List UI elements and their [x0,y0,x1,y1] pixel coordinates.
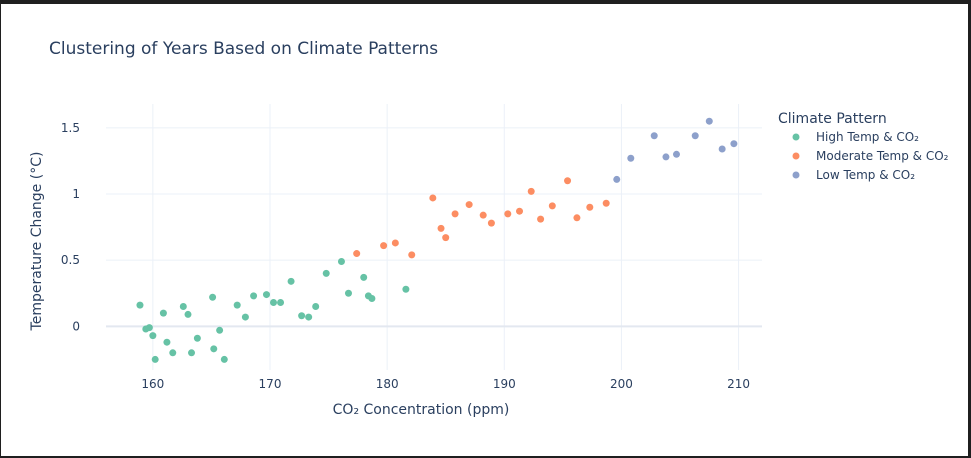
window-frame-left [0,0,1,458]
data-point-series-1[interactable] [216,326,224,334]
data-point-series-3[interactable] [662,153,670,161]
x-axis-title: CO₂ Concentration (ppm) [333,402,510,418]
data-point-series-1[interactable] [298,312,306,320]
x-tick-label: 180 [376,377,399,391]
data-point-series-1[interactable] [193,334,201,342]
grid-layer [106,104,762,370]
x-tick-label: 170 [259,377,282,391]
data-point-series-2[interactable] [548,202,556,210]
data-point-series-3[interactable] [650,132,658,140]
data-point-series-1[interactable] [305,313,313,321]
chart-title: Clustering of Years Based on Climate Pat… [49,39,438,59]
legend-marker-icon [792,171,800,179]
data-point-series-1[interactable] [344,289,352,297]
legend[interactable]: High Temp & CO₂ Moderate Temp & CO₂ Low Te… [792,130,949,182]
data-point-series-1[interactable] [159,309,167,317]
data-point-series-2[interactable] [429,194,437,202]
window-frame-right [968,0,971,458]
data-point-series-2[interactable] [353,250,361,258]
data-point-series-1[interactable] [163,338,171,346]
legend-item[interactable]: High Temp & CO₂ [792,130,920,144]
data-points [136,117,738,363]
data-point-series-1[interactable] [270,299,278,307]
x-tick-label: 190 [493,377,516,391]
data-point-series-1[interactable] [145,324,153,332]
data-point-series-2[interactable] [527,187,535,195]
data-point-series-2[interactable] [479,211,487,219]
data-point-series-1[interactable] [262,291,270,299]
data-point-series-2[interactable] [408,251,416,259]
data-point-series-2[interactable] [504,210,512,218]
data-point-series-1[interactable] [210,345,218,353]
data-point-series-1[interactable] [209,293,217,301]
data-point-series-1[interactable] [136,301,144,309]
tick-labels: 160 170 180 190 200 210 0 0.5 1 1.5 [61,121,750,391]
legend-label: Moderate Temp & CO₂ [816,149,949,163]
data-point-series-2[interactable] [573,214,581,222]
data-point-series-2[interactable] [437,224,445,232]
data-point-series-1[interactable] [312,302,320,310]
x-tick-label: 200 [610,377,633,391]
data-point-series-2[interactable] [602,199,610,207]
data-point-series-1[interactable] [277,299,285,307]
data-point-series-3[interactable] [613,175,621,183]
data-point-series-1[interactable] [368,295,376,303]
x-tick-label: 160 [141,377,164,391]
data-point-series-1[interactable] [337,257,345,265]
data-point-series-3[interactable] [705,117,713,125]
data-point-series-2[interactable] [442,234,450,242]
legend-title: Climate Pattern [778,111,887,127]
y-axis-title: Temperature Change (°C) [29,152,45,332]
data-point-series-1[interactable] [402,285,410,293]
data-point-series-2[interactable] [465,201,473,209]
data-point-series-1[interactable] [151,355,159,363]
legend-label: Low Temp & CO₂ [816,168,915,182]
legend-marker-icon [792,152,800,160]
data-point-series-2[interactable] [564,177,572,185]
data-point-series-2[interactable] [586,203,594,211]
legend-item[interactable]: Moderate Temp & CO₂ [792,149,949,163]
y-tick-label: 0 [72,319,80,333]
legend-marker-icon [792,133,800,141]
data-point-series-1[interactable] [184,310,192,318]
window-frame-top [0,0,971,4]
y-tick-label: 0.5 [61,253,80,267]
data-point-series-1[interactable] [169,349,177,357]
data-point-series-2[interactable] [537,215,545,223]
window-frame-bottom [0,456,971,458]
data-point-series-1[interactable] [179,302,187,310]
data-point-series-2[interactable] [487,219,495,227]
data-point-series-3[interactable] [718,145,726,153]
legend-item[interactable]: Low Temp & CO₂ [792,168,916,182]
data-point-series-3[interactable] [691,132,699,140]
data-point-series-3[interactable] [730,140,738,148]
data-point-series-1[interactable] [149,332,157,340]
data-point-series-2[interactable] [391,239,399,247]
data-point-series-2[interactable] [380,242,388,250]
data-point-series-1[interactable] [322,269,330,277]
data-point-series-1[interactable] [188,349,196,357]
x-tick-label: 210 [727,377,750,391]
data-point-series-3[interactable] [672,150,680,158]
y-tick-label: 1 [72,187,80,201]
data-point-series-1[interactable] [233,301,241,309]
data-point-series-1[interactable] [360,273,368,281]
data-point-series-2[interactable] [516,207,524,215]
data-point-series-1[interactable] [220,355,228,363]
data-point-series-1[interactable] [250,292,258,300]
data-point-series-1[interactable] [287,277,295,285]
y-tick-label: 1.5 [61,121,80,135]
data-point-series-2[interactable] [451,210,459,218]
data-point-series-1[interactable] [241,313,249,321]
data-point-series-3[interactable] [627,154,635,162]
legend-label: High Temp & CO₂ [816,130,919,144]
